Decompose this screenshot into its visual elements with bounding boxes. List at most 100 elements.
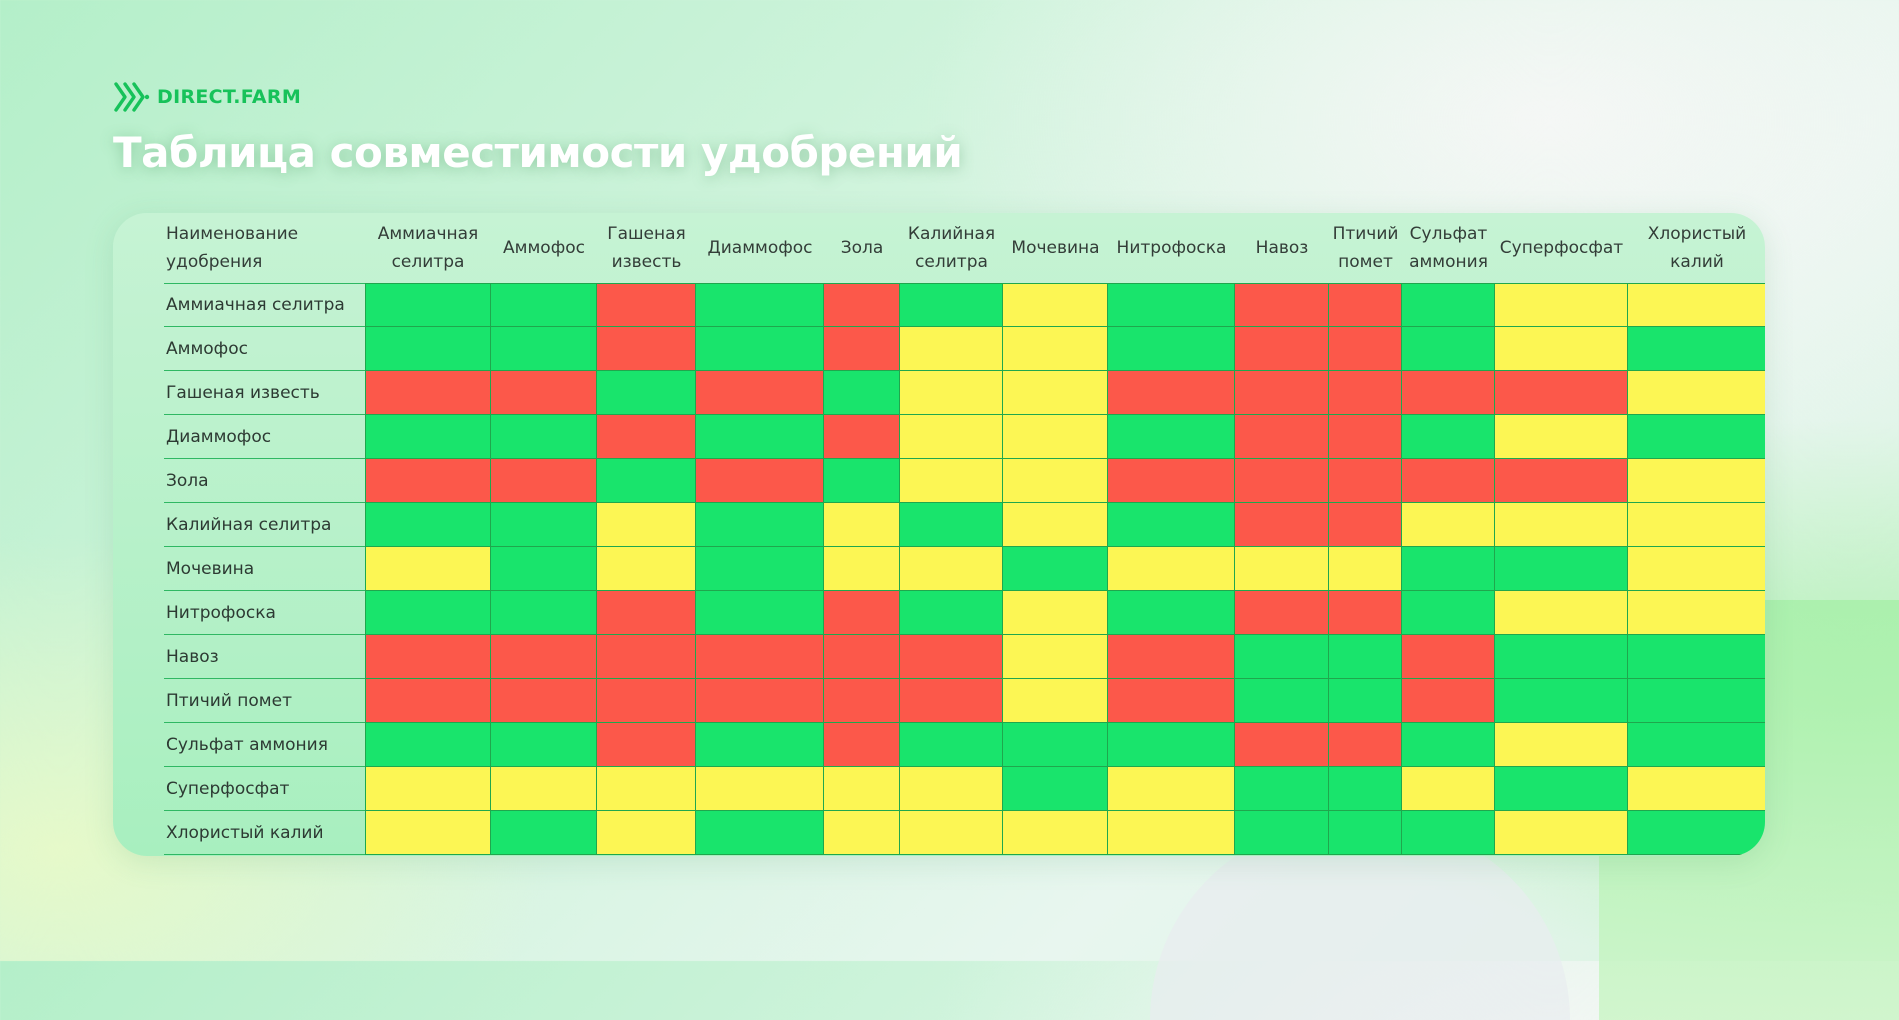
heatmap-cell-incompatible — [824, 679, 900, 723]
table-margin — [113, 635, 164, 679]
column-header: Навоз — [1255, 238, 1309, 258]
row-label: Нитрофоска — [164, 591, 365, 635]
heatmap-cell-incompatible — [1402, 635, 1495, 679]
heatmap-cell-limited — [1003, 283, 1108, 327]
heatmap-cell-compatible — [900, 591, 1003, 635]
heatmap-cell-incompatible — [491, 635, 597, 679]
heatmap-cell-compatible — [491, 415, 597, 459]
heatmap-cell-incompatible — [1329, 503, 1402, 547]
heatmap-cell-compatible — [1628, 327, 1765, 371]
heatmap-cell-limited — [1235, 547, 1329, 591]
table-margin — [113, 371, 164, 415]
heatmap-cell-limited — [365, 811, 491, 855]
heatmap-cell-compatible — [365, 503, 491, 547]
heatmap-cell-incompatible — [365, 371, 491, 415]
heatmap-cell-incompatible — [1402, 679, 1495, 723]
heatmap-cell-compatible — [1628, 811, 1765, 855]
heatmap-cell-limited — [597, 503, 696, 547]
heatmap-cell-compatible — [696, 811, 824, 855]
heatmap-cell-compatible — [1402, 591, 1495, 635]
heatmap-cell-limited — [1003, 591, 1108, 635]
column-header: Нитрофоска — [1116, 238, 1227, 258]
logo-chevrons-icon — [114, 82, 150, 112]
heatmap-cell-compatible — [1402, 547, 1495, 591]
table-margin — [113, 213, 164, 283]
heatmap-cell-limited — [900, 327, 1003, 371]
heatmap-cell-limited — [900, 371, 1003, 415]
heatmap-cell-compatible — [1495, 547, 1628, 591]
heatmap-cell-limited — [1628, 459, 1765, 503]
heatmap-cell-incompatible — [491, 459, 597, 503]
heatmap-cell-compatible — [1402, 415, 1495, 459]
heatmap-cell-limited — [597, 811, 696, 855]
heatmap-cell-compatible — [1329, 679, 1402, 723]
heatmap-cell-compatible — [491, 283, 597, 327]
heatmap-cell-incompatible — [365, 679, 491, 723]
heatmap-cell-incompatible — [900, 679, 1003, 723]
heatmap-cell-compatible — [1402, 811, 1495, 855]
heatmap-cell-incompatible — [1402, 459, 1495, 503]
heatmap-cell-compatible — [1108, 327, 1235, 371]
column-header: Хлористый калий — [1647, 224, 1747, 272]
heatmap-cell-compatible — [491, 547, 597, 591]
heatmap-cell-incompatible — [597, 635, 696, 679]
heatmap-cell-compatible — [1003, 767, 1108, 811]
heatmap-cell-limited — [1003, 415, 1108, 459]
heatmap-cell-incompatible — [597, 327, 696, 371]
heatmap-cell-limited — [365, 547, 491, 591]
heatmap-cell-limited — [1003, 371, 1108, 415]
heatmap-cell-limited — [1628, 503, 1765, 547]
heatmap-cell-incompatible — [824, 635, 900, 679]
heatmap-cell-incompatible — [1329, 591, 1402, 635]
heatmap-cell-compatible — [1108, 723, 1235, 767]
brand-logo[interactable]: DIRECT.FARM — [113, 80, 301, 114]
table-margin — [113, 811, 164, 855]
heatmap-cell-incompatible — [491, 679, 597, 723]
heatmap-cell-compatible — [1235, 635, 1329, 679]
table-margin — [113, 767, 164, 811]
heatmap-cell-compatible — [491, 503, 597, 547]
brand-name: DIRECT.FARM — [157, 86, 302, 108]
heatmap-cell-compatible — [1108, 591, 1235, 635]
heatmap-cell-compatible — [696, 503, 824, 547]
table-margin — [113, 547, 164, 591]
heatmap-cell-limited — [1628, 283, 1765, 327]
heatmap-cell-limited — [824, 503, 900, 547]
heatmap-cell-limited — [1628, 591, 1765, 635]
heatmap-cell-compatible — [1329, 767, 1402, 811]
heatmap-cell-incompatible — [1108, 635, 1235, 679]
heatmap-cell-compatible — [1235, 679, 1329, 723]
heatmap-cell-compatible — [1402, 283, 1495, 327]
heatmap-cell-compatible — [696, 723, 824, 767]
heatmap-cell-incompatible — [1402, 371, 1495, 415]
column-header: Аммофос — [503, 238, 585, 258]
heatmap-cell-incompatible — [1329, 459, 1402, 503]
heatmap-cell-limited — [1495, 723, 1628, 767]
heatmap-cell-compatible — [491, 723, 597, 767]
table-margin — [113, 591, 164, 635]
heatmap-cell-incompatible — [1329, 283, 1402, 327]
heatmap-cell-incompatible — [824, 327, 900, 371]
heatmap-cell-compatible — [696, 591, 824, 635]
heatmap-cell-compatible — [1402, 327, 1495, 371]
heatmap-cell-compatible — [1495, 767, 1628, 811]
heatmap-cell-compatible — [1235, 767, 1329, 811]
heatmap-cell-incompatible — [1235, 327, 1329, 371]
heatmap-cell-limited — [1329, 547, 1402, 591]
heatmap-cell-incompatible — [1235, 459, 1329, 503]
heatmap-cell-compatible — [1628, 723, 1765, 767]
heatmap-cell-incompatible — [824, 723, 900, 767]
heatmap-cell-limited — [1628, 767, 1765, 811]
heatmap-cell-compatible — [491, 327, 597, 371]
row-label: Диаммофос — [164, 415, 365, 459]
heatmap-cell-incompatible — [1235, 371, 1329, 415]
heatmap-cell-limited — [1003, 327, 1108, 371]
heatmap-cell-incompatible — [597, 415, 696, 459]
heatmap-cell-limited — [824, 811, 900, 855]
heatmap-cell-incompatible — [1235, 723, 1329, 767]
heatmap-cell-limited — [1003, 459, 1108, 503]
heatmap-cell-compatible — [696, 327, 824, 371]
heatmap-cell-compatible — [1329, 811, 1402, 855]
heatmap-cell-incompatible — [824, 591, 900, 635]
corner-header: Наименование удобрения — [166, 224, 299, 272]
